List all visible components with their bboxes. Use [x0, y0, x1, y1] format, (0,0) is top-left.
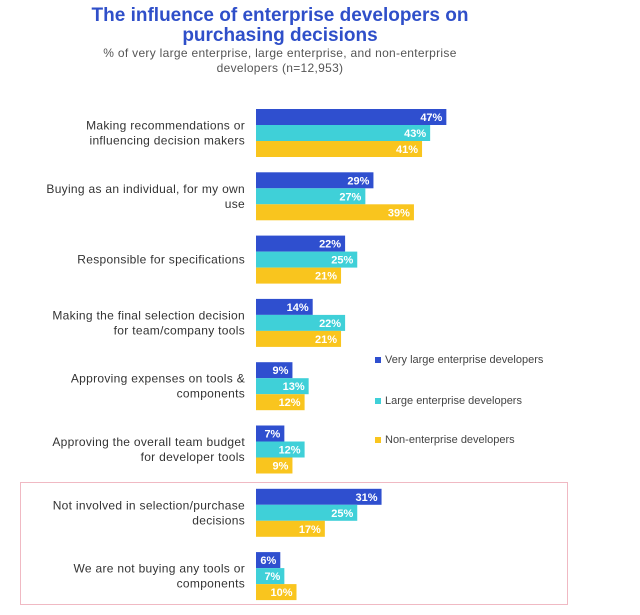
category-label-line: Approving expenses on tools & — [71, 372, 245, 386]
bar-very-large — [256, 488, 382, 505]
bar-non-enterprise — [256, 457, 293, 474]
bar-value-label: 12% — [279, 445, 301, 457]
bar-non-enterprise — [256, 141, 423, 157]
legend-swatch-non-enterprise — [375, 437, 381, 443]
bar-large — [256, 188, 366, 205]
bar-very-large — [256, 298, 313, 315]
bar-very-large — [256, 425, 285, 442]
category-label-line: Not involved in selection/purchase — [53, 498, 245, 512]
category-label-line: components — [177, 387, 245, 401]
bar-large — [256, 251, 358, 268]
bar-very-large — [256, 362, 293, 379]
bar-value-label: 21% — [315, 334, 337, 346]
bar-value-label: 9% — [273, 365, 289, 377]
bar-large — [256, 504, 358, 521]
bar-value-label: 29% — [347, 175, 369, 187]
bar-value-label: 47% — [420, 112, 442, 124]
bar-value-label: 17% — [299, 524, 321, 536]
legend-item-large: Large enterprise developers — [375, 395, 522, 407]
bar-large — [256, 125, 431, 141]
category-label-line: Making the final selection decision — [52, 308, 245, 322]
category-label-line: Buying as an individual, for my own — [46, 182, 245, 196]
bar-non-enterprise — [256, 267, 342, 284]
legend-item-very-large: Very large enterprise developers — [375, 354, 543, 366]
bar-very-large — [256, 109, 447, 125]
bar-value-label: 22% — [319, 318, 341, 330]
chart-subtitle-line-2: developers (n=12,953) — [216, 61, 344, 75]
category-label-line: We are not buying any tools or — [73, 562, 245, 576]
chart-subtitle-line-1: % of very large enterprise, large enterp… — [103, 46, 457, 60]
category-label: Approving expenses on tools & components — [71, 372, 245, 401]
bar-non-enterprise — [256, 520, 325, 537]
bar-value-label: 31% — [356, 492, 378, 504]
legend-label-non-enterprise: Non-enterprise developers — [385, 434, 515, 446]
legend-swatch-large — [375, 398, 381, 404]
category-label: Buying as an individual, for my own use — [46, 182, 245, 211]
category-label-line: components — [177, 577, 245, 591]
bar-value-label: 10% — [270, 587, 292, 599]
category-label: Not involved in selection/purchase decisi… — [53, 498, 245, 527]
bar-value-label: 41% — [396, 144, 418, 156]
category-label-line: decisions — [192, 513, 245, 527]
bar-value-label: 7% — [264, 429, 280, 441]
bar-value-label: 27% — [339, 191, 361, 203]
bar-non-enterprise — [256, 204, 414, 221]
category-label-line: for team/company tools — [114, 323, 245, 337]
legend-swatch-very-large — [375, 357, 381, 363]
legend-item-non-enterprise: Non-enterprise developers — [375, 434, 515, 446]
category-label: Making the final selection decision for t… — [52, 308, 245, 337]
legend-label-large: Large enterprise developers — [385, 395, 522, 407]
bar-value-label: 14% — [287, 302, 309, 314]
bar-very-large — [256, 552, 281, 569]
bar-value-label: 12% — [279, 397, 301, 409]
category-label: Approving the overall team budget for dev… — [52, 435, 245, 464]
bar-non-enterprise — [256, 584, 297, 601]
category-label-line: Responsible for specifications — [77, 253, 245, 267]
bar-value-label: 22% — [319, 239, 341, 251]
category-label-line: influencing decision makers — [89, 134, 245, 148]
category-label-line: Approving the overall team budget — [52, 435, 245, 449]
bar-value-label: 39% — [388, 207, 410, 219]
bar-value-label: 43% — [404, 128, 426, 140]
bar-value-label: 13% — [283, 381, 305, 393]
bar-value-label: 6% — [260, 555, 276, 567]
bar-non-enterprise — [256, 330, 342, 347]
bar-large — [256, 314, 346, 331]
bar-non-enterprise — [256, 394, 305, 411]
bar-value-label: 25% — [331, 508, 353, 520]
bar-value-label: 25% — [331, 255, 353, 267]
category-label: Responsible for specifications — [77, 253, 245, 267]
bar-very-large — [256, 235, 346, 252]
bar-large — [256, 568, 285, 585]
chart-title-line-2: purchasing decisions — [182, 25, 378, 46]
category-label-line: Making recommendations or — [86, 119, 245, 133]
category-label-line: use — [225, 197, 245, 211]
chart-title-line-1: The influence of enterprise developers o… — [91, 5, 469, 26]
category-label-line: for developer tools — [141, 450, 245, 464]
bar-value-label: 9% — [273, 461, 289, 473]
legend-label-very-large: Very large enterprise developers — [385, 354, 544, 366]
bar-value-label: 7% — [264, 571, 280, 583]
bar-value-label: 21% — [315, 271, 337, 283]
category-label: Making recommendations or influencing dec… — [86, 119, 245, 148]
bar-very-large — [256, 172, 374, 189]
bar-large — [256, 378, 309, 395]
category-label: We are not buying any tools or components — [73, 562, 245, 591]
bar-large — [256, 441, 305, 458]
highlight-box — [20, 482, 568, 605]
